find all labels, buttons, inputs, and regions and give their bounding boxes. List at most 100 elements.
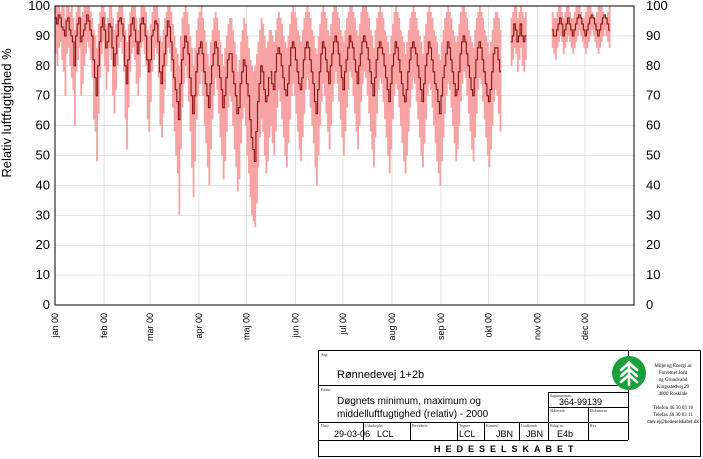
range-bar: [409, 17, 412, 108]
range-bar: [584, 11, 587, 54]
range-bar: [399, 29, 402, 126]
y-tick-label: 10: [36, 267, 50, 282]
range-bar: [197, 17, 200, 96]
range-bar: [567, 6, 570, 36]
plot-border: [54, 5, 635, 306]
range-bar: [316, 53, 318, 186]
range-bar: [349, 6, 352, 72]
range-bar: [488, 53, 491, 168]
range-bar: [127, 23, 130, 108]
x-tick-label: dec 00: [580, 313, 590, 340]
range-bar: [251, 65, 254, 216]
range-bar: [145, 11, 148, 66]
range-bar: [97, 23, 100, 114]
range-bar: [459, 11, 462, 102]
prepared-by: LCL: [377, 429, 394, 439]
range-bar: [456, 35, 459, 150]
range-bar: [361, 6, 364, 84]
range-bar: [358, 23, 361, 126]
x-tick-label: jul 00: [338, 313, 348, 336]
label-revideret: Revideret: [412, 423, 428, 428]
range-bar: [474, 29, 477, 138]
range-bar: [513, 6, 516, 48]
range-bar: [372, 47, 375, 168]
range-bar: [447, 6, 450, 84]
range-bar: [278, 11, 280, 90]
range-bar: [385, 35, 388, 138]
range-bar: [92, 29, 95, 120]
mean-series-line: [55, 14, 271, 163]
range-bar: [173, 35, 176, 132]
min-max-bands: [55, 6, 611, 228]
range-bar: [599, 6, 602, 48]
range-bar: [282, 35, 285, 138]
range-bar: [521, 11, 524, 66]
range-bar: [159, 35, 162, 126]
range-bar: [213, 17, 216, 96]
range-bar: [602, 11, 605, 36]
range-bar: [80, 17, 83, 96]
range-bar: [274, 29, 277, 132]
range-bar: [369, 29, 372, 132]
range-bar: [162, 29, 165, 114]
range-bar: [59, 11, 62, 42]
range-bar: [205, 41, 208, 144]
range-bar: [249, 59, 252, 198]
range-bar: [577, 6, 579, 36]
range-bar: [388, 53, 391, 174]
range-bar: [499, 29, 502, 132]
range-bar: [377, 11, 380, 90]
x-tick-label: maj 00: [241, 313, 251, 340]
label-maalestok: Målestok: [550, 408, 565, 413]
range-bar: [455, 41, 458, 162]
y-tick-label: 40: [36, 177, 50, 192]
label-sag: Sag:: [321, 352, 329, 357]
range-bar: [417, 29, 420, 120]
x-tick-label: jan 00: [50, 313, 60, 339]
range-bar: [442, 29, 445, 138]
y-tick-label-right: 10: [646, 267, 660, 282]
range-bar: [123, 17, 125, 72]
range-bar: [441, 41, 443, 162]
x-tick-label: aug 00: [387, 313, 397, 341]
range-bar: [490, 41, 492, 150]
range-bar: [265, 47, 268, 174]
range-bar: [314, 47, 317, 168]
range-bar: [194, 47, 197, 162]
range-bar: [206, 53, 209, 168]
range-bar: [298, 35, 301, 150]
y-tick-label-right: 90: [646, 28, 660, 43]
range-bar: [281, 23, 284, 120]
label-rev: Rev: [590, 423, 597, 428]
range-bar: [425, 23, 428, 120]
humidity-chart: 0 10 20 30 40 50 60 70 80 90 100 0 10 20 30 40 50 60 70 80…: [0, 0, 668, 341]
range-bar: [176, 53, 179, 174]
y-tick-labels-left: 0 10 20 30 40 50 60 70 80 90 100: [28, 0, 50, 312]
range-bar: [168, 6, 171, 54]
range-bar: [222, 65, 225, 180]
range-bar: [297, 29, 299, 132]
range-bar: [238, 59, 241, 180]
range-bar: [309, 17, 312, 108]
range-bar: [339, 29, 342, 120]
range-bar: [142, 6, 144, 42]
range-bar: [603, 17, 606, 30]
range-bar: [407, 29, 410, 132]
range-bar: [594, 17, 597, 42]
range-bar: [121, 6, 124, 54]
x-tick-label: nov 00: [533, 313, 543, 340]
range-bar: [108, 6, 111, 48]
range-bar: [580, 11, 583, 36]
range-bar: [561, 11, 564, 42]
range-bar: [208, 65, 211, 186]
range-bar: [592, 17, 595, 36]
range-bar: [464, 11, 467, 78]
date-value: 29-03-06: [334, 429, 371, 439]
range-bar: [172, 23, 174, 108]
range-bar: [276, 17, 279, 108]
y-tick-label: 80: [36, 58, 50, 73]
range-bar: [86, 6, 89, 42]
range-bar: [217, 29, 220, 114]
range-bar: [363, 6, 366, 72]
range-bar: [100, 6, 103, 54]
